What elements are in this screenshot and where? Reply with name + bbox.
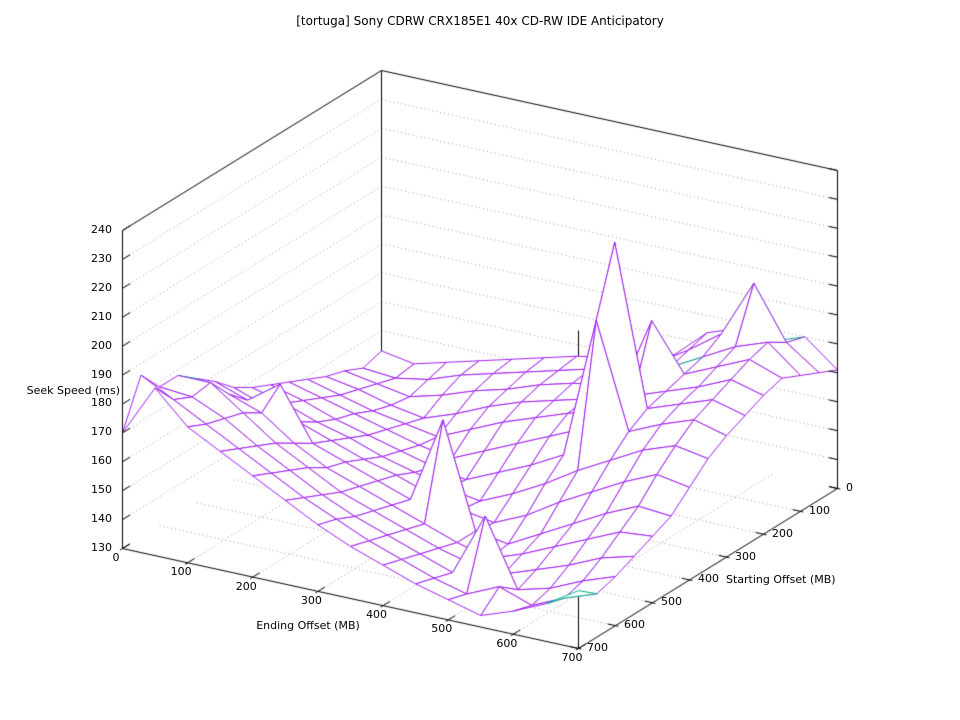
y-tick-label: 300	[735, 549, 756, 563]
x-tick-label: 300	[300, 593, 322, 607]
y-tick-label: 200	[772, 526, 793, 540]
z-tick-label: 170	[91, 425, 112, 439]
z-tick-label: 200	[91, 338, 112, 352]
x-tick-label: 100	[170, 565, 192, 579]
z-tick-label: 190	[91, 367, 112, 381]
z-tick-label: 210	[91, 309, 112, 323]
x-tick-label: 0	[112, 551, 120, 564]
z-tick-label: 180	[91, 396, 112, 410]
x-tick-label: 500	[431, 622, 453, 636]
z-tick-label: 230	[91, 251, 112, 265]
y-tick-label: 600	[624, 618, 645, 632]
x-axis-label: Ending Offset (MB)	[256, 619, 360, 632]
z-tick-label: 160	[91, 454, 112, 468]
y-tick-label: 400	[698, 572, 719, 586]
z-tick-label: 130	[91, 541, 112, 554]
z-tick-label: 140	[91, 512, 112, 526]
z-tick-label: 220	[91, 280, 112, 294]
y-tick-label: 0	[846, 481, 853, 494]
y-tick-label: 700	[587, 641, 608, 654]
x-tick-label: 200	[235, 579, 257, 593]
x-tick-label: 600	[496, 636, 518, 650]
y-axis-label: Starting Offset (MB)	[726, 573, 836, 586]
z-tick-label: 150	[91, 483, 112, 497]
x-tick-label: 400	[366, 608, 388, 622]
x-tick-label: 700	[561, 651, 583, 664]
y-tick-label: 500	[661, 595, 682, 609]
chart-title: [tortuga] Sony CDRW CRX185E1 40x CD-RW I…	[296, 14, 664, 28]
z-axis-label: Seek Speed (ms)	[26, 384, 120, 397]
y-tick-label: 100	[809, 503, 830, 517]
z-tick-label: 240	[91, 223, 112, 236]
